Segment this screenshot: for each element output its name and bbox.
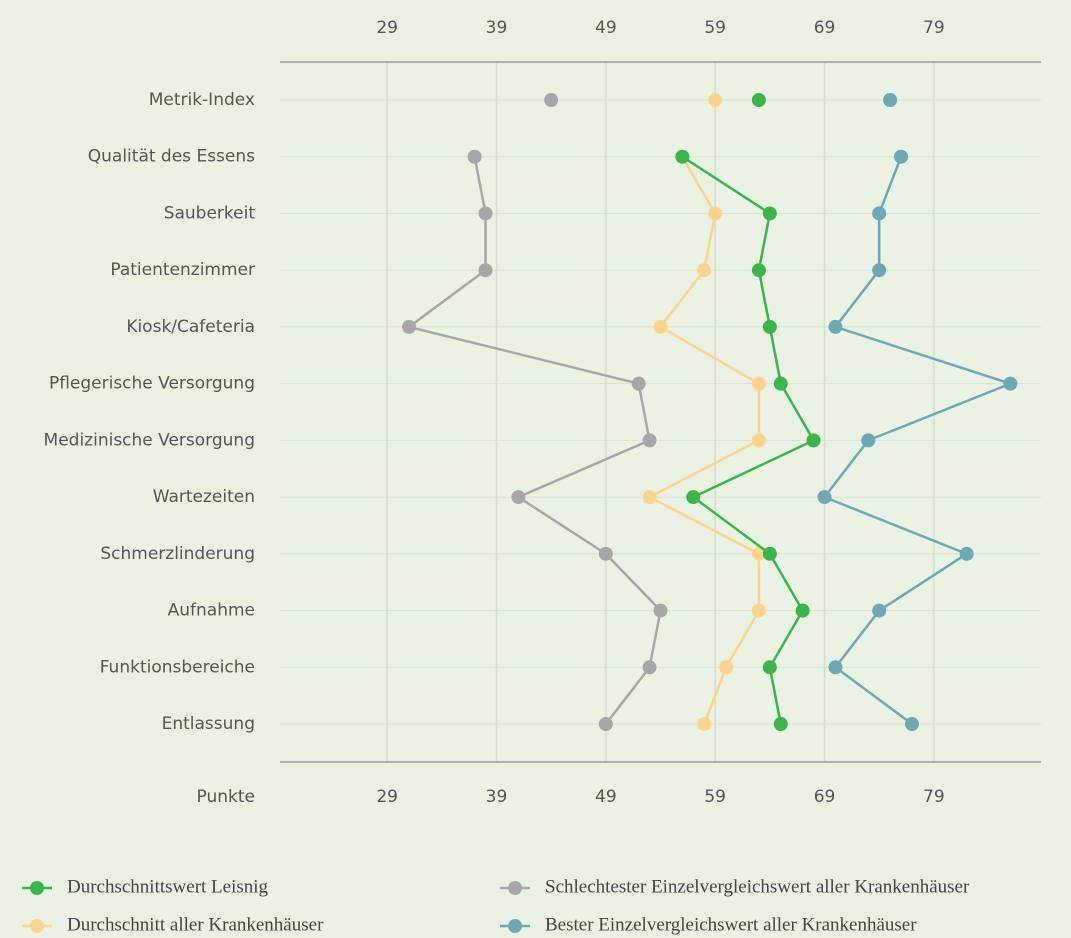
category-label: Pflegerische Versorgung <box>49 374 255 394</box>
dot <box>861 433 876 448</box>
x-axis-label: Punkte <box>197 787 255 807</box>
dot <box>402 319 417 334</box>
dot <box>872 603 887 618</box>
dot <box>751 263 766 278</box>
legend-dot <box>508 881 522 895</box>
category-label: Qualität des Essens <box>88 147 255 167</box>
x-tick-label: 79 <box>923 18 945 38</box>
dot <box>762 660 777 675</box>
x-tick-label: 79 <box>923 787 945 807</box>
dot <box>642 490 657 505</box>
dot <box>773 717 788 732</box>
dot <box>598 546 613 561</box>
dot <box>751 433 766 448</box>
category-label: Funktionsbereiche <box>100 657 255 677</box>
dot <box>719 660 734 675</box>
category-label: Kiosk/Cafeteria <box>126 317 255 337</box>
category-label: Patientenzimmer <box>110 260 255 280</box>
dot <box>795 603 810 618</box>
dot <box>872 206 887 221</box>
legend-dot <box>30 881 44 895</box>
dot <box>642 660 657 675</box>
category-label: Metrik-Index <box>149 90 255 110</box>
category-label: Wartezeiten <box>153 487 255 507</box>
dot <box>708 206 723 221</box>
dot <box>751 603 766 618</box>
dot <box>904 717 919 732</box>
x-tick-label: 49 <box>595 18 617 38</box>
dot <box>675 149 690 164</box>
category-label: Entlassung <box>162 714 255 734</box>
dot <box>828 319 843 334</box>
dot <box>762 206 777 221</box>
x-tick-label: 59 <box>704 787 726 807</box>
dot <box>642 433 657 448</box>
dot <box>653 603 668 618</box>
dot <box>828 660 843 675</box>
index-dot <box>751 93 766 107</box>
dot <box>697 717 712 732</box>
dot <box>806 433 821 448</box>
dot <box>762 319 777 334</box>
category-label: Medizinische Versorgung <box>44 430 255 450</box>
x-tick-label: 69 <box>814 787 836 807</box>
legend-label: Schlechtester Einzelvergleichswert aller… <box>545 876 970 897</box>
dot <box>959 546 974 561</box>
x-tick-label: 29 <box>376 18 398 38</box>
dot <box>1003 376 1018 391</box>
legend-dot <box>508 919 522 933</box>
legend-label: Durchschnitt aller Krankenhäuser <box>67 914 324 935</box>
legend-dot <box>30 919 44 933</box>
dot <box>773 376 788 391</box>
dot <box>598 717 613 732</box>
dot <box>478 206 493 221</box>
x-tick-label: 39 <box>486 787 508 807</box>
legend-label: Bester Einzelvergleichswert aller Kranke… <box>545 914 917 935</box>
category-label: Aufnahme <box>168 601 255 621</box>
index-dot <box>883 93 898 107</box>
x-tick-label: 39 <box>486 18 508 38</box>
category-label: Schmerzlinderung <box>100 544 255 564</box>
x-tick-label: 29 <box>376 787 398 807</box>
legend-label: Durchschnittswert Leisnig <box>67 876 269 897</box>
dot <box>478 263 493 278</box>
category-label: Sauberkeit <box>164 203 256 223</box>
dot <box>631 376 646 391</box>
dot <box>686 490 701 505</box>
dot <box>872 263 887 278</box>
dot <box>762 546 777 561</box>
dot <box>653 319 668 334</box>
index-dot <box>544 93 559 107</box>
dot <box>751 376 766 391</box>
x-tick-label: 59 <box>704 18 726 38</box>
dot <box>817 490 832 505</box>
x-tick-label: 69 <box>814 18 836 38</box>
dot <box>894 149 909 164</box>
x-tick-label: 49 <box>595 787 617 807</box>
dot <box>697 263 712 278</box>
index-dot <box>708 93 723 107</box>
dot <box>751 546 766 561</box>
dot <box>511 490 526 505</box>
dot <box>467 149 482 164</box>
